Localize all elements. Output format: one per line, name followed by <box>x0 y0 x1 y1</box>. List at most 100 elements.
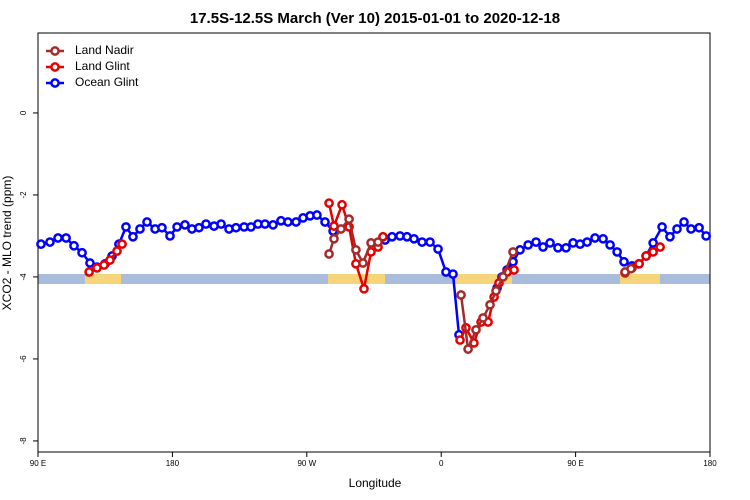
data-point <box>85 258 95 268</box>
x-tick-label: 90 E <box>30 459 46 468</box>
data-point <box>45 237 55 247</box>
data-point <box>553 242 563 253</box>
data-point <box>605 240 615 250</box>
y-axis-label: XCO2 - MLO trend (ppm) <box>0 176 14 311</box>
data-point <box>135 224 145 234</box>
land-band <box>328 274 385 284</box>
data-point <box>619 256 629 267</box>
x-tick-label: 0 <box>439 459 444 468</box>
data-point <box>283 217 293 227</box>
data-point <box>69 240 79 251</box>
data-point <box>409 233 419 244</box>
x-axis-label: Longitude <box>349 476 402 490</box>
x-tick-label: 90 E <box>567 459 583 468</box>
data-point <box>545 238 555 248</box>
data-point <box>117 239 127 249</box>
data-point <box>657 222 667 232</box>
data-point <box>561 242 571 253</box>
data-point <box>634 258 644 269</box>
data-point <box>231 222 241 233</box>
data-point <box>455 335 465 345</box>
data-point <box>324 198 334 208</box>
data-point <box>112 246 122 256</box>
data-point <box>61 233 71 243</box>
data-point <box>665 231 675 242</box>
data-point <box>478 313 488 323</box>
legend-marker <box>50 78 60 88</box>
data-point <box>268 220 278 230</box>
data-point <box>672 224 682 234</box>
data-point <box>433 244 443 254</box>
data-point <box>105 255 115 265</box>
data-point <box>165 231 175 241</box>
x-tick-label: 90 W <box>297 459 316 468</box>
land-band <box>455 274 512 284</box>
legend-label: Land Nadir <box>75 43 134 57</box>
y-tick-label: -6 <box>19 355 28 363</box>
data-point <box>655 242 665 252</box>
data-point <box>172 222 182 232</box>
data-point <box>337 199 347 210</box>
data-point <box>641 251 651 261</box>
data-point <box>509 265 519 275</box>
data-point <box>491 286 501 296</box>
data-point <box>180 220 190 230</box>
data-point <box>471 324 481 335</box>
data-point <box>260 219 270 229</box>
data-point <box>463 344 473 354</box>
data-point <box>694 222 704 233</box>
data-point <box>701 231 711 241</box>
legend-label: Land Glint <box>75 59 130 73</box>
data-point <box>456 290 466 300</box>
data-point <box>523 240 533 250</box>
data-point <box>648 238 658 248</box>
data-point <box>425 237 435 247</box>
x-tick-label: 180 <box>703 459 717 468</box>
data-point <box>201 219 211 229</box>
data-point <box>686 224 696 234</box>
data-point <box>485 299 495 310</box>
coverage-band <box>38 274 710 284</box>
y-tick-label: -8 <box>19 437 28 445</box>
chart-title: 17.5S-12.5S March (Ver 10) 2015-01-01 to… <box>190 10 560 27</box>
data-point <box>679 217 689 227</box>
legend-marker <box>50 46 60 56</box>
data-point <box>128 231 138 242</box>
land-band <box>620 274 660 284</box>
legend-marker <box>50 62 60 72</box>
data-point <box>84 267 94 277</box>
y-tick-label: 0 <box>19 110 28 115</box>
data-point <box>157 222 167 233</box>
data-point <box>99 260 109 270</box>
data-point <box>373 237 383 247</box>
data-point <box>612 247 622 257</box>
data-point <box>538 242 548 252</box>
data-point <box>36 239 46 249</box>
x-tick-label: 180 <box>166 459 180 468</box>
data-point <box>626 263 636 274</box>
data-point <box>359 283 369 294</box>
data-point <box>336 224 346 234</box>
data-point <box>324 249 334 259</box>
y-tick-label: -4 <box>19 273 28 281</box>
data-point <box>598 233 608 244</box>
data-point <box>648 247 658 257</box>
data-point <box>387 231 397 242</box>
data-point <box>531 237 541 247</box>
data-point <box>121 222 131 232</box>
data-point <box>312 210 322 220</box>
data-point <box>329 233 339 244</box>
data-point <box>351 245 361 255</box>
data-point <box>498 272 508 282</box>
data-point <box>508 247 518 257</box>
data-point <box>358 258 368 268</box>
data-point <box>194 222 204 233</box>
legend-label: Ocean Glint <box>75 75 139 89</box>
data-point <box>344 214 354 224</box>
data-point <box>590 233 600 243</box>
data-point <box>216 219 226 229</box>
data-point <box>582 237 592 247</box>
data-point <box>53 233 63 243</box>
data-point <box>320 217 330 227</box>
